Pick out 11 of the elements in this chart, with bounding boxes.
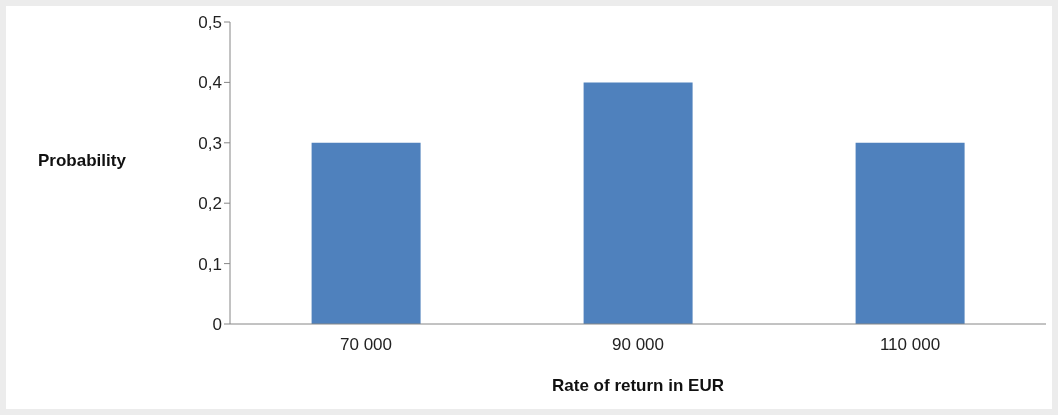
x-tick-label: 90 000 [612,335,664,355]
y-tick-label: 0,1 [198,254,222,274]
x-tick-label: 110 000 [879,335,941,355]
y-tick-label: 0 [212,315,222,335]
y-tick-label: 0,4 [198,73,222,93]
x-tick-label: 70 000 [340,335,392,355]
x-axis-title: Rate of return in EUR [552,376,724,395]
y-axis-title: Probability [38,151,127,171]
y-tick-label: 0,5 [198,13,222,33]
y-tick-label: 0,3 [198,133,222,153]
y-tick-label: 0,2 [198,194,222,214]
